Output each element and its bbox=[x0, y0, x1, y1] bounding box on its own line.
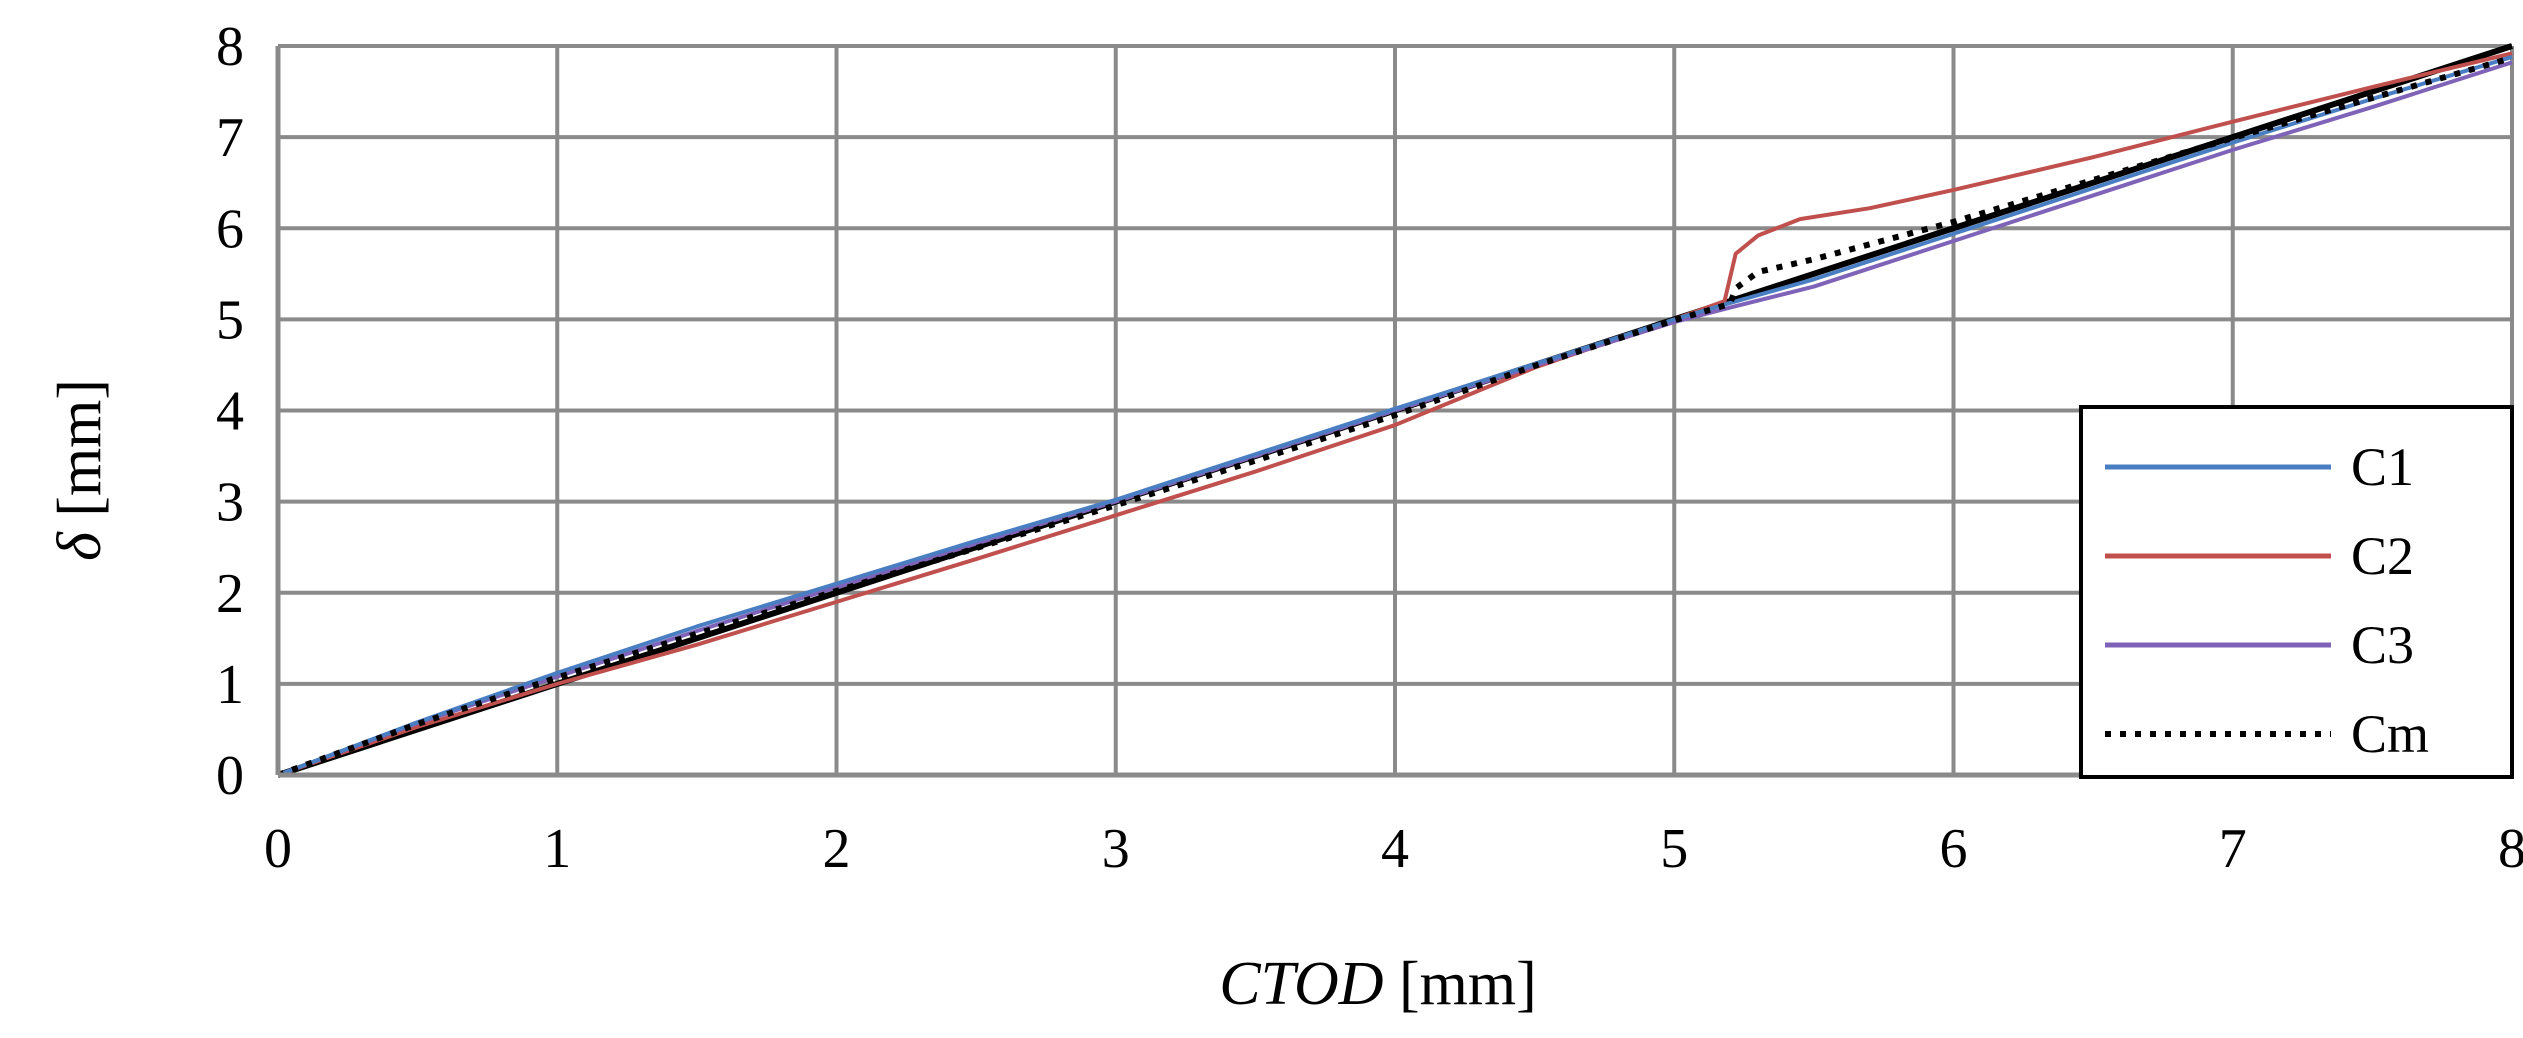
legend-items: C1 C2 C3 Cm bbox=[2105, 437, 2429, 764]
x-tick-label: 1 bbox=[543, 818, 571, 880]
y-tick-label: 0 bbox=[216, 745, 244, 807]
x-tick-label: 5 bbox=[1660, 818, 1688, 880]
series-line-cm bbox=[276, 54, 2513, 778]
y-tick-label: 5 bbox=[216, 289, 244, 351]
y-axis-title-symbol: δ bbox=[46, 531, 114, 561]
tick-labels: 0 1 2 3 4 5 6 7 8 0 1 2 3 4 5 6 7 8 bbox=[216, 16, 2523, 880]
series-line-c1 bbox=[277, 55, 2513, 777]
legend-label-c1: C1 bbox=[2351, 437, 2414, 497]
x-axis-title: CTOD [mm] bbox=[1219, 950, 1537, 1018]
y-tick-label: 8 bbox=[216, 16, 244, 78]
x-tick-label: 3 bbox=[1102, 818, 1130, 880]
y-tick-label: 1 bbox=[216, 654, 244, 716]
legend-box bbox=[2079, 405, 2514, 779]
legend-label-c2: C2 bbox=[2351, 526, 2414, 586]
x-axis-title-unit: [mm] bbox=[1384, 950, 1537, 1018]
x-tick-label: 0 bbox=[264, 818, 292, 880]
y-tick-label: 2 bbox=[216, 563, 244, 625]
y-tick-label: 7 bbox=[216, 107, 244, 169]
x-tick-label: 2 bbox=[823, 818, 851, 880]
y-tick-label: 4 bbox=[216, 381, 244, 443]
y-tick-label: 6 bbox=[216, 198, 244, 260]
y-tick-label: 3 bbox=[216, 472, 244, 534]
x-tick-label: 6 bbox=[1940, 818, 1968, 880]
legend-label-c3: C3 bbox=[2351, 615, 2414, 675]
y-axis-title: δ [mm] bbox=[46, 379, 114, 561]
x-axis-title-italic: CTOD bbox=[1219, 950, 1383, 1018]
legend: C1 C2 C3 Cm bbox=[2079, 405, 2514, 779]
legend-label-cm: Cm bbox=[2351, 704, 2429, 764]
x-tick-label: 8 bbox=[2498, 818, 2523, 880]
x-tick-label: 7 bbox=[2219, 818, 2247, 880]
y-axis-title-unit: [mm] bbox=[46, 379, 114, 532]
series-layer bbox=[276, 51, 2513, 778]
x-tick-label: 4 bbox=[1381, 818, 1409, 880]
